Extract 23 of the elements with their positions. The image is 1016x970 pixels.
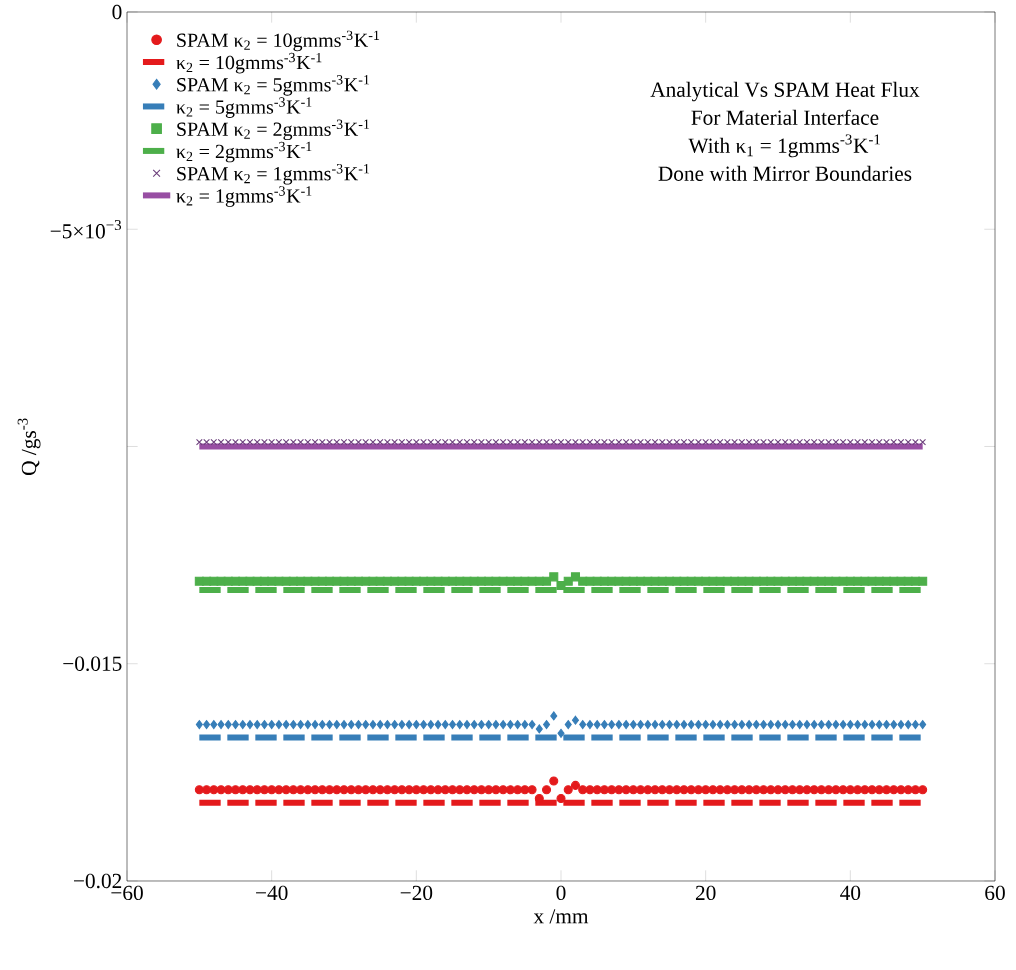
- x-tick-label: 0: [556, 885, 566, 901]
- x-tick-label: 20: [695, 885, 716, 901]
- x-tick-label: −20: [400, 885, 433, 901]
- x-axis-title: x /mm: [533, 909, 589, 924]
- legend-label: κ$_{2}$ = 2gmms$^{-3}$K$^{-1}$: [176, 141, 312, 163]
- legend-label: SPAM κ$_{2}$ = 10gmms$^{-3}$K$^{-1}$: [177, 30, 380, 52]
- annotation: For Material Interface: [691, 109, 879, 125]
- annotation: Done with Mirror Boundaries: [658, 165, 912, 181]
- legend-label: κ$_{2}$ = 1gmms$^{-3}$K$^{-1}$: [176, 186, 312, 207]
- y-tick-label: −5×10$^{−3}$: [50, 220, 122, 239]
- legend-label: κ$_{2}$ = 5gmms$^{-3}$K$^{-1}$: [176, 97, 312, 118]
- legend-label: SPAM κ$_{2}$ = 5gmms$^{-3}$K$^{-1}$: [177, 75, 370, 96]
- y-tick-label: 0: [112, 4, 122, 20]
- y-axis-title: Q /gs$^{-3}$: [17, 418, 41, 475]
- legend-label: SPAM κ$_{2}$ = 2gmms$^{-3}$K$^{-1}$: [177, 119, 370, 141]
- x-tick-label: −40: [256, 885, 288, 901]
- legend-label: κ$_{2}$ = 10gmms$^{-3}$K$^{-1}$: [176, 52, 322, 74]
- annotation: Analytical Vs SPAM Heat Flux: [650, 81, 920, 102]
- legend-label: SPAM κ$_{2}$ = 1gmms$^{-3}$K$^{-1}$: [177, 164, 370, 185]
- x-tick-label: 60: [985, 885, 1005, 901]
- x-tick-label: 40: [840, 885, 861, 901]
- annotation: With κ$_{1}$ = 1gmms$^{-3}$K$^{-1}$: [688, 134, 880, 158]
- y-tick-label: −0.015: [63, 656, 122, 671]
